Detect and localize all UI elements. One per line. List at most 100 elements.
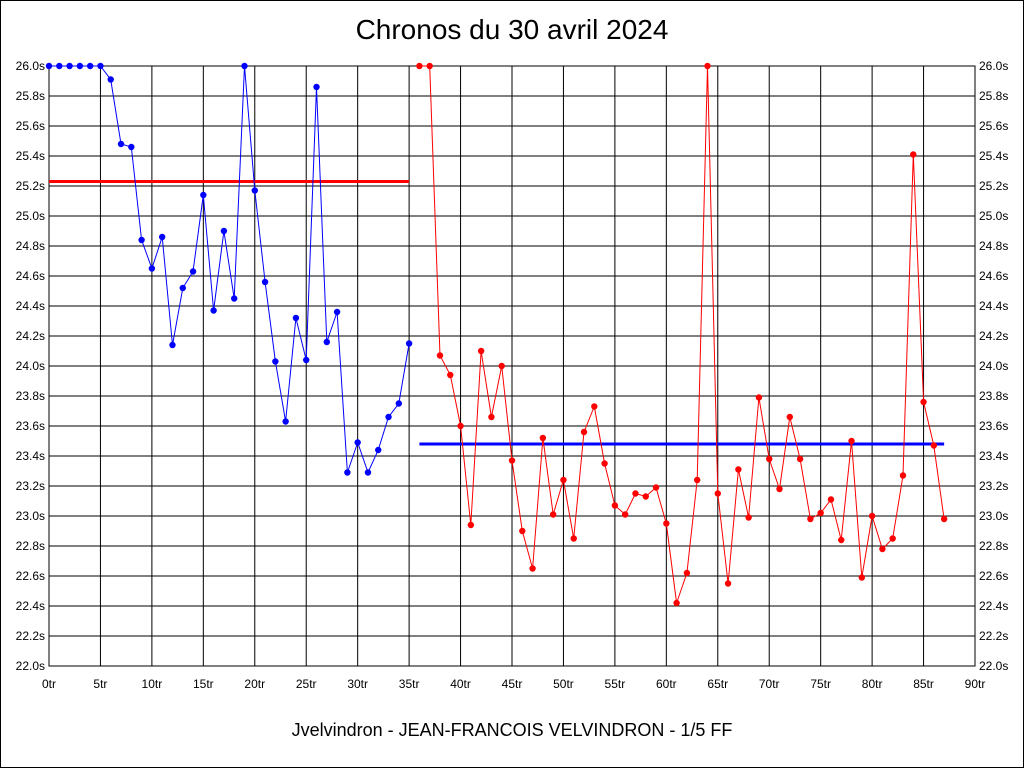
- data-point: [76, 62, 84, 70]
- data-point: [179, 284, 186, 292]
- y-tick-label-right: 22.0s: [979, 659, 1008, 673]
- data-point: [467, 521, 475, 529]
- data-point: [282, 418, 289, 425]
- data-point: [868, 512, 876, 520]
- data-point: [251, 187, 258, 194]
- data-point: [508, 457, 516, 464]
- data-point: [86, 62, 94, 70]
- data-point: [97, 62, 104, 70]
- data-point: [364, 469, 372, 476]
- x-tick-label: 40tr: [450, 677, 471, 691]
- data-point: [817, 509, 824, 517]
- y-tick-label-left: 26.0s: [16, 59, 45, 73]
- data-point: [652, 484, 660, 491]
- y-tick-label-right: 25.8s: [979, 89, 1008, 103]
- y-tick-label-right: 25.6s: [979, 119, 1008, 133]
- y-tick-label-right: 22.8s: [979, 539, 1008, 553]
- data-point: [745, 514, 752, 521]
- y-tick-label-right: 25.2s: [979, 179, 1008, 193]
- data-point: [642, 493, 649, 500]
- y-tick-label-left: 22.4s: [16, 599, 45, 613]
- data-point: [313, 83, 320, 91]
- data-point: [261, 278, 269, 286]
- data-point: [910, 151, 917, 158]
- data-point: [920, 398, 927, 406]
- data-point: [436, 352, 444, 359]
- data-point: [385, 413, 392, 421]
- x-tick-label: 90tr: [965, 677, 986, 691]
- data-point: [210, 307, 217, 314]
- x-tick-label: 65tr: [707, 677, 728, 691]
- y-tick-label-right: 22.2s: [979, 629, 1008, 643]
- y-tick-label-right: 25.4s: [979, 149, 1008, 163]
- data-point: [405, 340, 413, 347]
- data-point: [220, 227, 228, 235]
- y-tick-label-left: 23.6s: [16, 419, 45, 433]
- data-point: [148, 265, 156, 272]
- data-point: [776, 485, 783, 493]
- data-point: [621, 511, 629, 518]
- data-point: [879, 545, 886, 553]
- data-point: [807, 515, 814, 523]
- data-point: [354, 439, 361, 446]
- y-tick-label-left: 24.4s: [16, 299, 45, 313]
- y-tick-label-left: 25.4s: [16, 149, 45, 163]
- data-point: [930, 442, 938, 449]
- data-point: [457, 422, 464, 430]
- data-point: [375, 446, 382, 454]
- data-point: [272, 358, 279, 365]
- series-group: [45, 62, 413, 476]
- data-point: [611, 502, 619, 509]
- y-tick-label-right: 22.6s: [979, 569, 1008, 583]
- y-tick-label-left: 25.2s: [16, 179, 45, 193]
- data-point: [231, 295, 238, 302]
- chart-title: Chronos du 30 avril 2024: [355, 14, 669, 45]
- data-point: [344, 469, 351, 476]
- y-tick-label-left: 25.8s: [16, 89, 45, 103]
- data-point: [292, 314, 300, 322]
- data-point: [724, 580, 732, 587]
- data-point: [477, 347, 485, 355]
- data-point: [673, 599, 680, 607]
- data-point: [940, 515, 948, 523]
- y-tick-label-right: 24.6s: [979, 269, 1008, 283]
- data-point: [323, 338, 330, 346]
- data-point: [632, 490, 639, 497]
- x-tick-label: 15tr: [193, 677, 214, 691]
- data-point: [189, 268, 197, 275]
- data-point: [395, 400, 403, 407]
- y-tick-label-left: 24.0s: [16, 359, 45, 373]
- y-tick-label-right: 25.0s: [979, 209, 1008, 223]
- data-point: [200, 191, 207, 199]
- data-point: [128, 143, 135, 151]
- data-point: [549, 511, 557, 518]
- x-tick-label: 60tr: [656, 677, 677, 691]
- data-point: [838, 536, 845, 544]
- x-tick-label: 75tr: [810, 677, 831, 691]
- y-tick-label-left: 25.6s: [16, 119, 45, 133]
- data-point: [704, 62, 711, 70]
- data-point: [858, 574, 866, 581]
- y-tick-label-left: 22.6s: [16, 569, 45, 583]
- y-tick-label-right: 23.4s: [979, 449, 1008, 463]
- y-tick-label-left: 25.0s: [16, 209, 45, 223]
- data-point: [766, 455, 773, 463]
- y-tick-label-right: 22.4s: [979, 599, 1008, 613]
- y-tick-label-left: 22.2s: [16, 629, 45, 643]
- y-tick-label-left: 23.4s: [16, 449, 45, 463]
- data-point: [539, 434, 547, 442]
- y-tick-label-left: 23.2s: [16, 479, 45, 493]
- x-tick-label: 45tr: [502, 677, 523, 691]
- data-point: [663, 520, 670, 527]
- x-tick-label: 0tr: [42, 677, 56, 691]
- y-tick-label-right: 23.6s: [979, 419, 1008, 433]
- x-tick-label: 85tr: [913, 677, 934, 691]
- x-tick-label: 25tr: [296, 677, 317, 691]
- y-tick-label-left: 23.8s: [16, 389, 45, 403]
- data-point: [889, 535, 896, 542]
- data-point: [426, 62, 433, 70]
- plot-border: [48, 65, 976, 667]
- data-point: [899, 472, 907, 479]
- x-tick-label: 5tr: [93, 677, 107, 691]
- y-tick-label-left: 23.0s: [16, 509, 45, 523]
